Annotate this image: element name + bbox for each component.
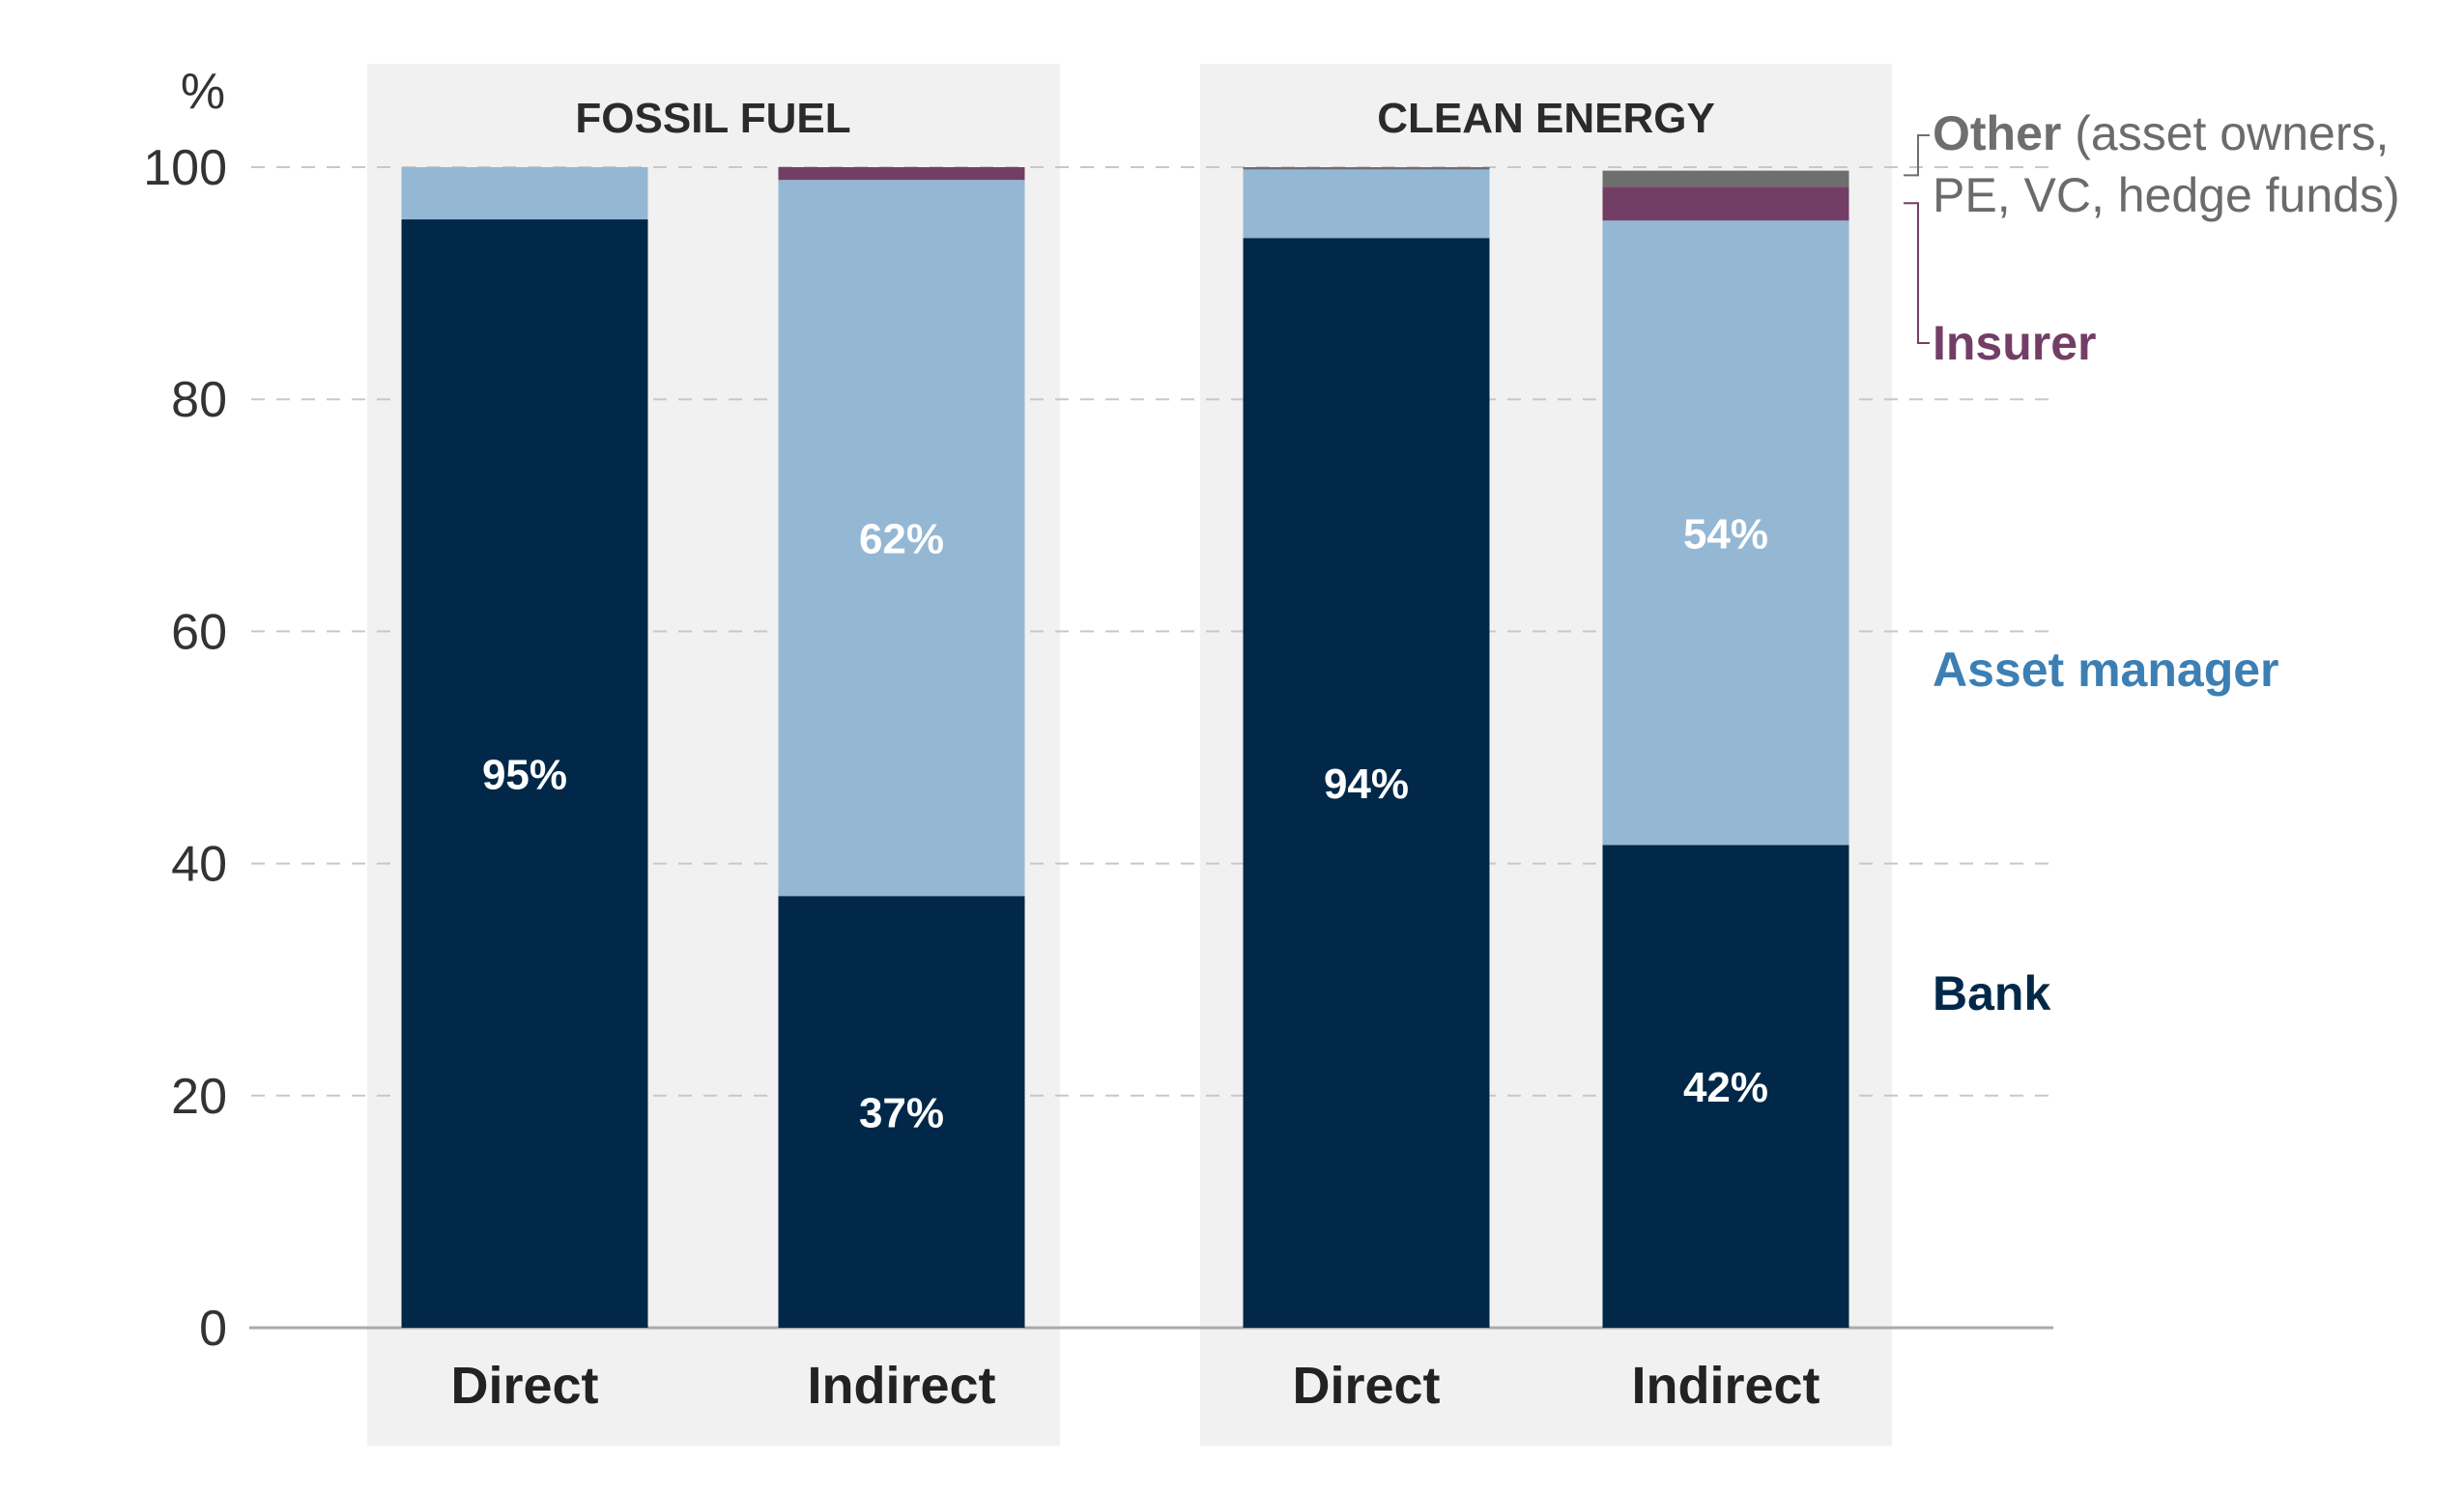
bar-fossil-fuel-indirect-bank [778, 896, 1025, 1328]
legend-label-bank: Bank [1933, 966, 2050, 1020]
value-labels: FOSSIL FUEL Direct Indirect CLEAN ENERGY Dir… [450, 95, 1819, 1415]
bar-clean-energy-indirect-insurer [1602, 187, 1849, 221]
panel-title-clean-energy: CLEAN ENERGY [1377, 95, 1715, 142]
data-label-clean-energy-indirect-bank: 42% [1683, 1064, 1768, 1111]
y-axis-unit-label: % [181, 64, 225, 120]
y-tick-label-40: 40 [171, 837, 227, 893]
category-label-clean-energy-indirect: Indirect [1631, 1357, 1819, 1415]
data-label-clean-energy-indirect-asset-manager: 54% [1683, 510, 1768, 558]
y-tick-label-80: 80 [171, 372, 227, 428]
y-axis: % 0 20 40 60 80 100 [143, 64, 2053, 1357]
bar-clean-energy-indirect-other [1602, 170, 1849, 187]
y-tick-label-100: 100 [143, 140, 227, 196]
legend-label-insurer: Insurer [1933, 316, 2097, 370]
legend-note-other-line2: PE, VC, hedge funds) [1933, 168, 2400, 222]
bar-fossil-fuel-direct-bank [401, 219, 648, 1328]
bar-clean-energy-indirect-asset-manager [1602, 220, 1849, 846]
bar-clean-energy-direct-other [1243, 167, 1490, 170]
bar-clean-energy-direct-asset-manager [1243, 169, 1490, 239]
data-label-clean-energy-direct-bank: 94% [1324, 761, 1409, 808]
bars [401, 167, 1849, 1329]
bar-clean-energy-direct-bank [1243, 238, 1490, 1329]
bar-fossil-fuel-indirect-asset-manager [778, 180, 1025, 897]
legend-label-other: Other (asset owners, [1933, 106, 2389, 160]
data-label-fossil-fuel-indirect-asset-manager: 62% [859, 516, 944, 563]
legend-note-other: (asset owners, [2061, 106, 2389, 160]
bar-clean-energy-indirect-bank [1602, 845, 1849, 1328]
legend: Other (asset owners, PE, VC, hedge funds)… [1904, 106, 2400, 1020]
data-label-fossil-fuel-direct-bank: 95% [482, 752, 567, 799]
y-tick-label-20: 20 [171, 1069, 227, 1125]
panel-title-fossil-fuel: FOSSIL FUEL [575, 95, 850, 142]
data-label-fossil-fuel-indirect-bank: 37% [859, 1090, 944, 1137]
leader-line-insurer [1904, 202, 1930, 344]
y-tick-label-60: 60 [171, 604, 227, 660]
bar-fossil-fuel-indirect-insurer [778, 167, 1025, 181]
y-tick-label-0: 0 [199, 1301, 227, 1357]
category-label-fossil-fuel-direct: Direct [450, 1357, 598, 1415]
category-label-clean-energy-direct: Direct [1292, 1357, 1440, 1415]
category-label-fossil-fuel-indirect: Indirect [807, 1357, 995, 1415]
legend-label-asset-manager: Asset manager [1933, 643, 2279, 697]
bar-fossil-fuel-direct-asset-manager [401, 167, 648, 220]
leader-line-other [1904, 134, 1930, 177]
